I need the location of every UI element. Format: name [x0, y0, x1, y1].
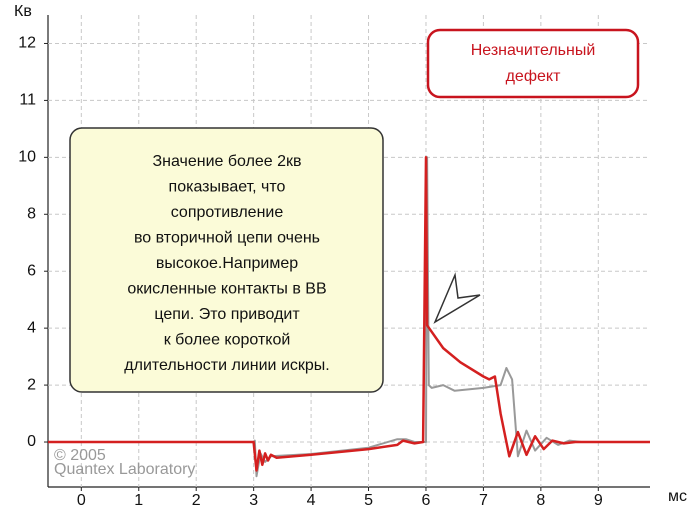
copyright-line: © 2005 [54, 447, 106, 464]
note-line: Значение более 2кв [152, 153, 301, 170]
note-line: во вторичной цепи очень [134, 230, 320, 247]
note: Значение более 2кв показывает, что сопроти… [124, 153, 329, 374]
copyright-line: Quantex Laboratory [54, 461, 195, 478]
note-line: окисленные контакты в ВВ [127, 281, 326, 298]
x-tick-label: 6 [422, 492, 431, 509]
note-line: сопротивление [171, 204, 284, 221]
badge-line: Незначительный [471, 42, 596, 59]
y-axis-label: Кв [14, 3, 32, 20]
x-tick-label: 7 [479, 492, 488, 509]
badge: Незначительный дефект [471, 42, 596, 85]
note-line: длительности линии искры. [124, 357, 329, 374]
y-tick-label: 2 [27, 376, 36, 393]
y-tick-label: 4 [27, 319, 36, 336]
note-line: к более короткой [164, 332, 291, 349]
y-tick-label: 0 [27, 433, 36, 450]
note-box [69, 127, 384, 393]
note-line: цепи. Это приводит [154, 306, 300, 323]
x-tick-label: 5 [364, 492, 373, 509]
y-tick-label: 11 [19, 92, 36, 109]
x-tick-label: 8 [536, 492, 545, 509]
x-tick-label: 0 [77, 492, 86, 509]
x-tick-label: 2 [192, 492, 201, 509]
badge-line: дефект [506, 68, 561, 85]
pointer [433, 272, 481, 324]
line [48, 156, 650, 472]
y-tick-label: 12 [18, 35, 36, 52]
y-tick-label: 8 [27, 205, 36, 222]
x-tick-label: 9 [594, 492, 603, 509]
badge-box [426, 28, 640, 99]
x-tick-label: 1 [134, 492, 143, 509]
plot [48, 156, 650, 478]
note-line: показывает, что [169, 179, 286, 196]
x-axis-label: мс [668, 488, 687, 505]
note-line: высокое.Например [156, 255, 298, 272]
x-tick-label: 3 [249, 492, 258, 509]
y-tick-label: 10 [18, 149, 36, 166]
y-tick-label: 6 [27, 262, 36, 279]
x-tick-label: 4 [307, 492, 316, 509]
